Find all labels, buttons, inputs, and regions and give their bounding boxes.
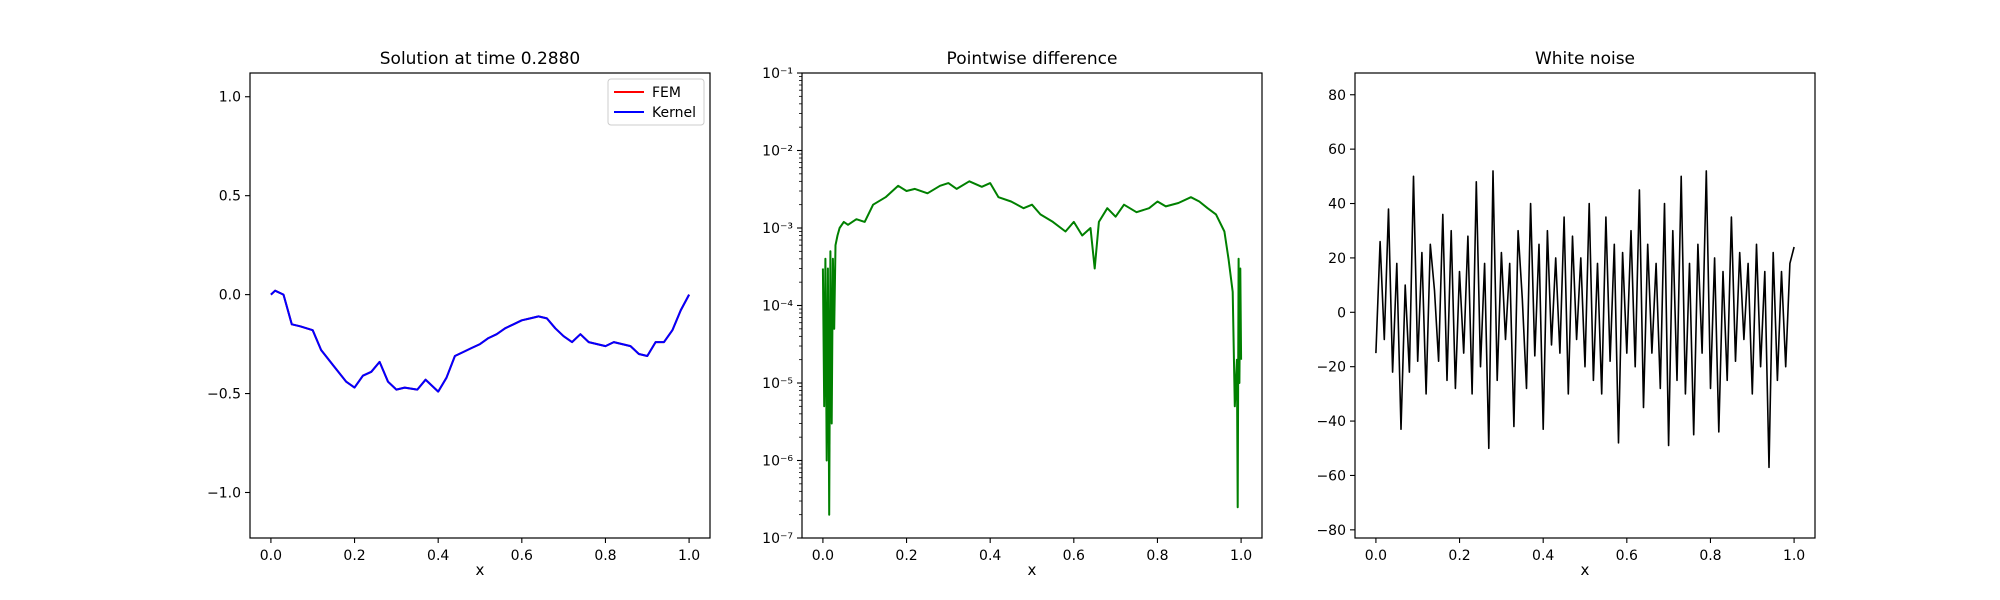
pointwise-difference-plot: Pointwise difference 0.0 0.2 0.4 0.6 0.8 1.0 … <box>762 49 1263 579</box>
x-tick-label: 0.2 <box>343 548 365 564</box>
x-tick-label: 0.6 <box>1616 548 1638 564</box>
y-tick-label: −80 <box>1316 523 1346 539</box>
x-tick-label: 0.8 <box>594 548 616 564</box>
y-tick-label: 20 <box>1328 251 1346 267</box>
series-line-series-0 <box>821 180 1243 516</box>
y-tick-label: 0.0 <box>219 288 241 304</box>
x-axis-label: x <box>1028 561 1037 579</box>
x-tick-label: 0.0 <box>812 548 834 564</box>
x-tick-label: 1.0 <box>1783 548 1805 564</box>
y-tick-label: −60 <box>1316 468 1346 484</box>
solution-plot: Solution at time 0.2880 0.0 0.2 0.4 0.6 0.8 1… <box>207 49 711 579</box>
x-axis-label: x <box>476 561 485 579</box>
series-line-series-0 <box>1375 170 1795 469</box>
x-tick-label: 0.4 <box>427 548 449 564</box>
x-axis-ticks: 0.0 0.2 0.4 0.6 0.8 1.0 <box>1365 538 1805 564</box>
legend: FEM Kernel <box>607 78 705 126</box>
chart-title: Solution at time 0.2880 <box>380 49 580 69</box>
x-axis-label: x <box>1581 561 1590 579</box>
y-tick-label: 10⁻⁶ <box>762 454 793 470</box>
x-tick-label: 0.6 <box>1063 548 1085 564</box>
series-lines <box>1375 170 1795 469</box>
x-tick-label: 1.0 <box>678 548 700 564</box>
legend-label-fem: FEM <box>652 85 681 101</box>
chart-title: Pointwise difference <box>947 49 1118 69</box>
x-tick-label: 0.0 <box>260 548 282 564</box>
y-tick-label: −40 <box>1316 414 1346 430</box>
x-tick-label: 0.6 <box>511 548 533 564</box>
legend-label-kernel: Kernel <box>652 105 696 121</box>
legend-box <box>607 78 705 126</box>
series-line-kernel <box>270 289 690 393</box>
y-tick-label: 0 <box>1337 305 1346 321</box>
y-tick-label: 10⁻¹ <box>762 66 793 82</box>
y-tick-label: 10⁻³ <box>762 221 793 237</box>
chart-title: White noise <box>1535 49 1635 69</box>
y-tick-label: −20 <box>1316 360 1346 376</box>
series-lines <box>821 180 1243 516</box>
white-noise-plot: White noise 0.0 0.2 0.4 0.6 0.8 1.0 −80 −60 −40… <box>1316 49 1816 579</box>
x-tick-label: 0.8 <box>1699 548 1721 564</box>
x-axis-ticks: 0.0 0.2 0.4 0.6 0.8 1.0 <box>812 538 1252 564</box>
y-tick-label: 40 <box>1328 197 1346 213</box>
y-tick-label: 80 <box>1328 88 1346 104</box>
y-tick-label: 10⁻⁵ <box>762 376 793 392</box>
y-tick-label: 10⁻² <box>762 144 793 160</box>
y-axis-ticks: −80 −60 −40 −20 0 20 40 60 80 <box>1316 88 1355 539</box>
y-axis-ticks: 10⁻⁷ 10⁻⁶ 10⁻⁵ 10⁻⁴ 10⁻³ 10⁻² 10⁻¹ <box>762 66 802 547</box>
x-axis-ticks: 0.0 0.2 0.4 0.6 0.8 1.0 <box>260 538 700 564</box>
y-tick-label: 60 <box>1328 142 1346 158</box>
series-lines <box>270 289 690 393</box>
y-tick-label: 10⁻⁴ <box>762 299 793 315</box>
x-tick-label: 1.0 <box>1230 548 1252 564</box>
x-tick-label: 0.2 <box>1448 548 1470 564</box>
x-tick-label: 0.8 <box>1146 548 1168 564</box>
y-tick-label: 10⁻⁷ <box>762 531 793 547</box>
x-tick-label: 0.4 <box>1532 548 1554 564</box>
y-axis-ticks: −1.0 −0.5 0.0 0.5 1.0 <box>207 90 250 501</box>
x-tick-label: 0.0 <box>1365 548 1387 564</box>
x-tick-label: 0.2 <box>895 548 917 564</box>
y-tick-label: −0.5 <box>207 387 241 403</box>
y-tick-label: −1.0 <box>207 485 241 501</box>
y-tick-label: 0.5 <box>219 189 241 205</box>
plot-area <box>249 72 711 539</box>
y-tick-label: 1.0 <box>219 90 241 106</box>
x-tick-label: 0.4 <box>979 548 1001 564</box>
plot-area <box>801 72 1263 539</box>
